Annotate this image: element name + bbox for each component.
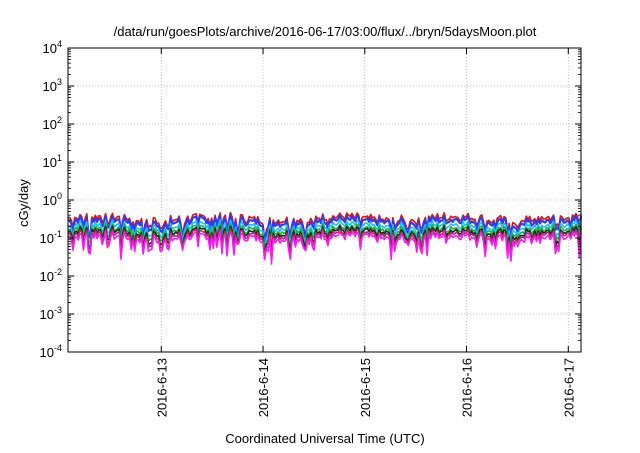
series-line-7 [67, 230, 582, 265]
series-line-2 [67, 214, 583, 246]
y-axis-label: cGy/day [16, 179, 31, 227]
y-tick-label: 10-1 [40, 229, 62, 246]
x-tick-label: 2016-6-17 [561, 358, 576, 417]
x-tick-label: 2016-6-13 [154, 358, 169, 417]
chart-title: /data/run/goesPlots/archive/2016-06-17/0… [114, 24, 537, 39]
x-tick-label: 2016-6-14 [256, 358, 271, 417]
y-tick-label: 101 [43, 153, 62, 170]
y-tick-label: 102 [43, 115, 62, 132]
series-line-3 [67, 218, 582, 250]
y-tick-label: 103 [43, 77, 62, 94]
y-tick-label: 10-3 [40, 305, 62, 322]
grid-lines [68, 48, 581, 352]
y-tick-label: 10-4 [40, 343, 62, 360]
y-tick-label: 104 [43, 39, 62, 56]
plot-frame [67, 47, 582, 353]
x-axis-label: Coordinated Universal Time (UTC) [225, 431, 424, 446]
series-lines [67, 211, 583, 265]
y-tick-label: 100 [43, 191, 62, 208]
x-tick-label: 2016-6-15 [358, 358, 373, 417]
y-tick-label: 10-2 [40, 267, 62, 284]
x-tick-label: 2016-6-16 [460, 358, 475, 417]
